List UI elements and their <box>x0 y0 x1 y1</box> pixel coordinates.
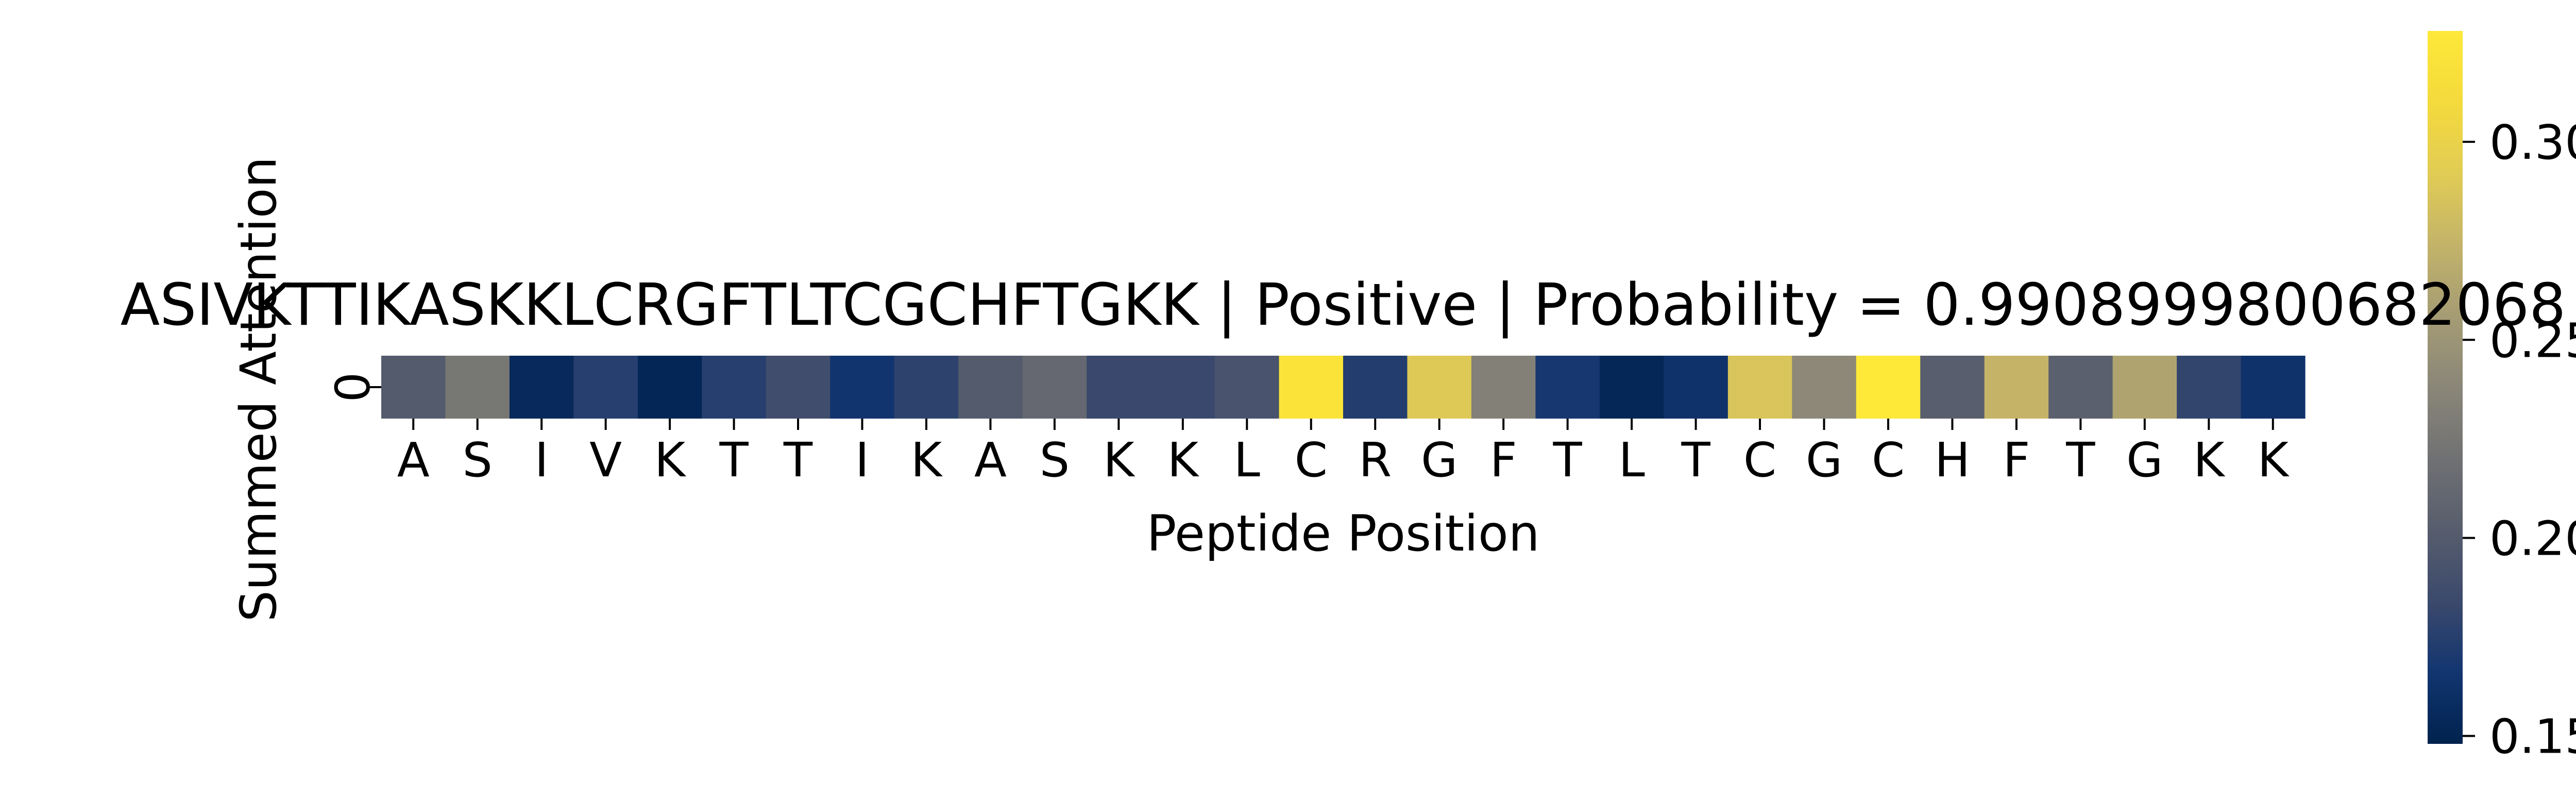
colorbar <box>2428 31 2463 744</box>
x-tick-label: L <box>1618 433 1645 488</box>
heatmap-cell <box>2241 356 2306 419</box>
x-tick-label: C <box>1872 433 1905 488</box>
x-tick-label: L <box>1234 433 1260 488</box>
heatmap-cell <box>1087 356 1151 419</box>
x-tick-label: A <box>974 433 1007 488</box>
heatmap-cell <box>2112 356 2177 419</box>
heatmap-cell <box>702 356 767 419</box>
x-tick-label: I <box>855 433 869 488</box>
heatmap-cell <box>381 356 446 419</box>
heatmap-cell <box>1664 356 1728 419</box>
heatmap-cell <box>1984 356 2049 419</box>
x-tick-label: F <box>2003 433 2030 488</box>
y-tick-label: 0 <box>326 372 381 403</box>
x-tick-label: T <box>1681 433 1710 488</box>
x-tick-label: F <box>1490 433 1517 488</box>
heatmap-cell <box>445 356 510 419</box>
y-axis-ticks: 0 <box>326 372 381 403</box>
heatmap-cell <box>1343 356 1408 419</box>
x-tick-label: T <box>719 433 749 488</box>
x-tick-label: C <box>1743 433 1776 488</box>
heatmap-cell <box>637 356 702 419</box>
x-tick-label: S <box>462 433 492 488</box>
x-tick-label: K <box>1103 433 1136 488</box>
x-tick-label: G <box>1421 433 1458 488</box>
x-tick-label: K <box>2258 433 2290 488</box>
heatmap-cell <box>830 356 895 419</box>
colorbar-tick-label: 0.30 <box>2489 115 2576 170</box>
x-tick-label: I <box>535 433 549 488</box>
x-tick-label: G <box>1806 433 1842 488</box>
x-tick-label: K <box>2193 433 2226 488</box>
heatmap-cells <box>381 356 2306 419</box>
x-tick-label: T <box>783 433 813 488</box>
heatmap-cell <box>1279 356 1344 419</box>
heatmap-cell <box>894 356 959 419</box>
heatmap-cell <box>1150 356 1215 419</box>
heatmap-cell <box>1022 356 1087 419</box>
heatmap-cell <box>1920 356 1985 419</box>
y-axis-label: Summed Attention <box>230 157 287 622</box>
x-tick-label: C <box>1295 433 1328 488</box>
x-tick-label: K <box>654 433 687 488</box>
x-tick-label: A <box>397 433 430 488</box>
heatmap-cell <box>509 356 574 419</box>
heatmap-cell <box>958 356 1023 419</box>
heatmap-cell <box>1535 356 1600 419</box>
heatmap-cell <box>1599 356 1664 419</box>
heatmap-cell <box>1407 356 1472 419</box>
x-tick-label: T <box>2065 433 2095 488</box>
colorbar-tick-label: 0.15 <box>2489 709 2576 764</box>
x-tick-label: V <box>589 433 622 488</box>
x-axis-label: Peptide Position <box>1146 505 1539 562</box>
x-tick-label: R <box>1359 433 1392 488</box>
heatmap-cell <box>766 356 831 419</box>
colorbar-tick-label: 0.20 <box>2489 511 2576 566</box>
x-tick-label: H <box>1935 433 1970 488</box>
colorbar-tick-label: 0.25 <box>2489 313 2576 368</box>
heatmap-cell <box>1215 356 1280 419</box>
heatmap-cell <box>1856 356 1921 419</box>
heatmap-cell <box>1727 356 1792 419</box>
heatmap-cell <box>1471 356 1536 419</box>
x-tick-label: K <box>911 433 943 488</box>
heatmap-cell <box>573 356 638 419</box>
x-tick-label: G <box>2126 433 2163 488</box>
heatmap-cell <box>1792 356 1857 419</box>
chart-title: ASIVKTTIKASKKLCRGFTLTCGCHFTGKK | Positiv… <box>121 272 2566 339</box>
colorbar-ticks: 0.15 0.20 0.25 0.30 <box>2463 115 2576 764</box>
x-tick-label: S <box>1040 433 1070 488</box>
heatmap-cell <box>2177 356 2242 419</box>
heatmap-cell <box>2048 356 2113 419</box>
x-tick-label: K <box>1167 433 1200 488</box>
x-tick-label: T <box>1553 433 1583 488</box>
